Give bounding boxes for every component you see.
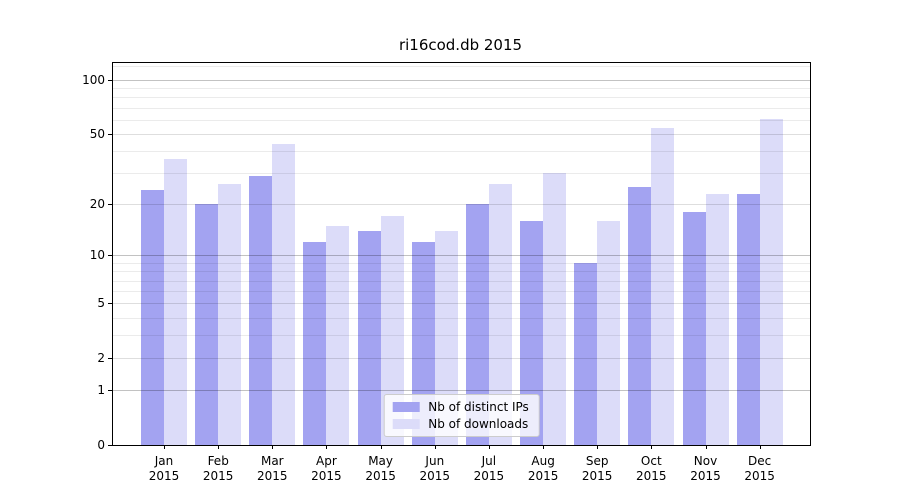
gridline-100 (113, 79, 810, 81)
x-tick-mark-oct (651, 445, 653, 449)
bar-nb-of-downloads-feb (218, 184, 242, 445)
bar-nb-of-distinct-ips-dec (736, 193, 760, 445)
x-tick-mark-may (380, 445, 382, 449)
x-tick-label-jul: Jul 2015 (473, 454, 505, 483)
x-tick-mark-apr (326, 445, 328, 449)
legend-swatch-distinct-ips (392, 402, 420, 412)
bar-nb-of-distinct-ips-jan (141, 190, 164, 445)
y-tick-mark-0 (108, 445, 112, 446)
x-tick-label-sep: Sep 2015 (581, 454, 613, 483)
bar-nb-of-downloads-may (380, 216, 404, 445)
legend: Nb of distinct IPs Nb of downloads (383, 394, 540, 437)
y-tick-label-0: 0 (97, 438, 105, 452)
bar-nb-of-distinct-ips-jul (465, 204, 489, 445)
x-tick-mark-jan (164, 445, 165, 449)
x-tick-label-jun: Jun 2015 (419, 454, 451, 483)
x-tick-mark-aug (543, 445, 545, 449)
bar-nb-of-downloads-mar (272, 143, 296, 445)
bar-nb-of-downloads-nov (705, 193, 729, 445)
x-tick-label-apr: Apr 2015 (311, 454, 342, 483)
y-tick-label-1: 1 (97, 383, 105, 398)
y-tick-mark-100 (108, 79, 112, 81)
legend-item-downloads: Nb of downloads (392, 417, 529, 431)
gridline-8 (113, 271, 810, 273)
bar-nb-of-distinct-ips-feb (195, 204, 219, 445)
x-tick-mark-mar (272, 445, 274, 449)
x-tick-label-nov: Nov 2015 (690, 454, 721, 483)
gridline-80 (113, 97, 810, 99)
bar-nb-of-distinct-ips-oct (628, 187, 652, 445)
bar-nb-of-downloads-jun (434, 230, 458, 445)
bar-nb-of-distinct-ips-nov (682, 212, 706, 445)
gridline-10 (113, 255, 810, 257)
gridline-1 (113, 390, 810, 392)
legend-label-distinct-ips: Nb of distinct IPs (428, 400, 529, 414)
gridline-40 (113, 151, 810, 153)
x-tick-mark-nov (705, 445, 707, 449)
y-tick-mark-2 (108, 358, 112, 360)
x-tick-mark-sep (597, 445, 599, 449)
bar-nb-of-downloads-jan (164, 159, 187, 445)
x-tick-label-dec: Dec 2015 (744, 454, 775, 483)
x-tick-label-oct: Oct 2015 (636, 454, 667, 483)
bar-nb-of-downloads-jul (488, 184, 512, 445)
legend-item-distinct-ips: Nb of distinct IPs (392, 400, 529, 414)
chart-title: ri16cod.db 2015 (398, 36, 523, 54)
bar-nb-of-downloads-sep (597, 220, 621, 445)
gridline-50 (113, 134, 810, 135)
x-tick-label-aug: Aug 2015 (527, 454, 559, 483)
y-tick-label-100: 100 (82, 72, 105, 87)
y-tick-mark-5 (108, 303, 112, 305)
x-tick-mark-jul (488, 445, 490, 449)
gridline-7 (113, 280, 810, 282)
y-tick-label-10: 10 (89, 248, 105, 263)
x-tick-mark-dec (759, 445, 761, 449)
x-tick-mark-jun (434, 445, 436, 449)
gridline-90 (113, 88, 810, 90)
gridline-9 (113, 262, 810, 264)
y-tick-label-50: 50 (89, 127, 105, 141)
gridline-2 (113, 358, 810, 360)
bar-nb-of-distinct-ips-sep (574, 262, 598, 445)
bar-nb-of-downloads-dec (759, 118, 783, 445)
x-tick-label-feb: Feb 2015 (202, 454, 234, 483)
gridline-60 (113, 119, 810, 121)
y-tick-mark-50 (108, 134, 112, 135)
x-tick-label-jan: Jan 2015 (148, 454, 180, 483)
y-tick-mark-10 (108, 255, 112, 257)
bar-nb-of-distinct-ips-mar (249, 175, 273, 445)
x-tick-label-may: May 2015 (365, 454, 396, 483)
gridline-120 (113, 65, 810, 67)
bar-nb-of-distinct-ips-may (357, 230, 381, 445)
gridline-30 (113, 173, 810, 175)
bar-nb-of-downloads-apr (326, 225, 350, 445)
gridline-4 (113, 317, 810, 319)
legend-label-downloads: Nb of downloads (428, 417, 529, 431)
bar-nb-of-distinct-ips-apr (303, 242, 327, 445)
bar-nb-of-downloads-aug (543, 173, 567, 445)
y-tick-label-5: 5 (97, 296, 105, 311)
y-tick-mark-20 (108, 204, 112, 206)
y-tick-label-2: 2 (97, 351, 105, 366)
x-tick-mark-feb (218, 445, 220, 449)
y-tick-mark-1 (108, 390, 112, 392)
gridline-20 (113, 204, 810, 206)
bar-nb-of-downloads-oct (651, 128, 675, 445)
gridline-70 (113, 107, 810, 109)
x-tick-label-mar: Mar 2015 (257, 454, 288, 483)
legend-swatch-downloads (392, 419, 420, 429)
gridline-5 (113, 303, 810, 305)
gridline-3 (113, 335, 810, 337)
gridline-6 (113, 291, 810, 293)
y-tick-label-20: 20 (89, 197, 105, 212)
plot-area: Nb of distinct IPs Nb of downloads Jan 2… (82, 62, 811, 483)
bar-nb-of-distinct-ips-aug (520, 220, 544, 445)
